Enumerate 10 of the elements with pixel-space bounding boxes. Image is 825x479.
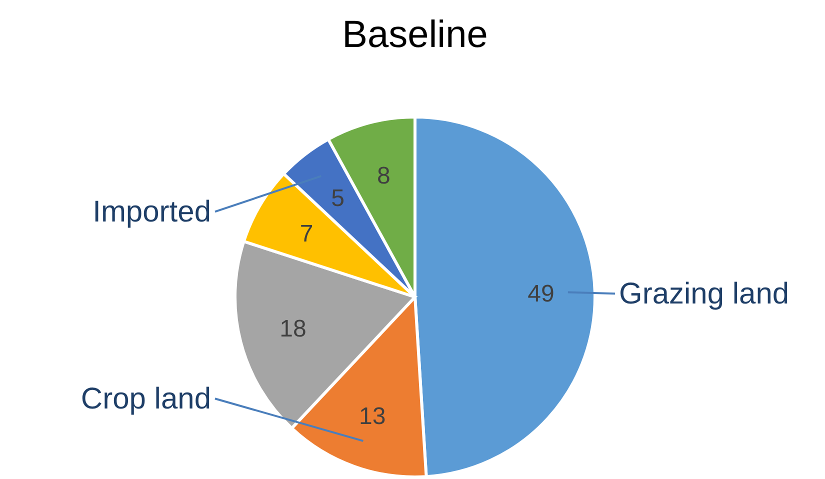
data-label: 5 (331, 184, 344, 212)
slice-label: Grazing land (619, 278, 790, 311)
slice-label: Crop land (80, 382, 211, 416)
slice-label: Imported (92, 196, 211, 229)
data-label: 7 (300, 220, 314, 248)
data-label: 49 (528, 280, 554, 308)
data-label: 8 (376, 162, 390, 190)
data-label: 18 (280, 316, 306, 343)
chart-title: Baseline (342, 14, 488, 56)
data-label: 13 (358, 402, 386, 430)
